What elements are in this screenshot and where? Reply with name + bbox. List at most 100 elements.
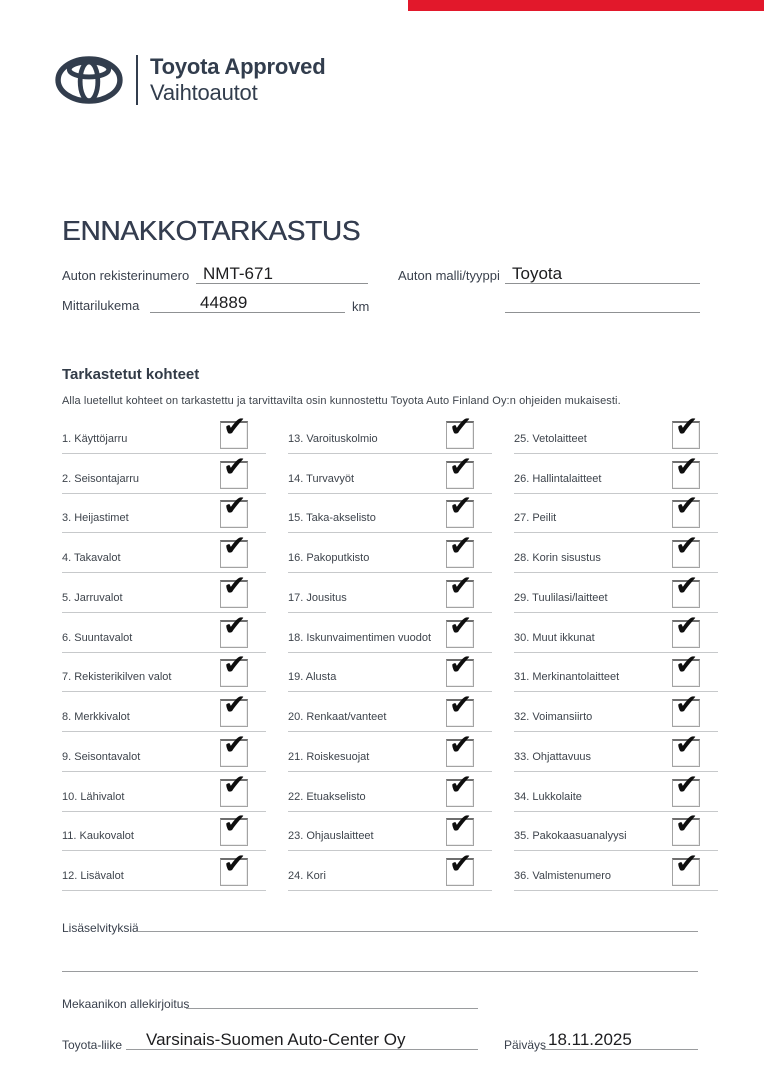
model-extra-field-line[interactable] [505, 312, 700, 313]
checkmark-icon: ✔ [675, 450, 699, 482]
top-accent-bar [408, 0, 764, 11]
check-item-checkbox[interactable]: ✔ [446, 691, 474, 727]
check-item-checkbox[interactable]: ✔ [220, 532, 248, 568]
checkmark-icon: ✔ [449, 530, 473, 561]
check-item-checkbox[interactable]: ✔ [672, 452, 700, 489]
check-item-checkbox[interactable]: ✔ [672, 412, 700, 449]
check-item-checkbox[interactable]: ✔ [220, 611, 248, 648]
check-item-label: 25. Vetolaitteet [514, 432, 587, 445]
model-value[interactable]: Toyota [512, 264, 563, 283]
checkmark-icon: ✔ [675, 689, 699, 720]
model-field-line[interactable] [505, 283, 700, 284]
check-item-checkbox[interactable]: ✔ [446, 850, 474, 886]
check-item-checkbox[interactable]: ✔ [220, 850, 248, 886]
checklist-item-row: 15. Taka-akselisto ✔ [288, 492, 492, 534]
check-item-label: 28. Korin sisustus [514, 552, 601, 564]
checkmark-icon: ✔ [675, 848, 699, 879]
check-item-label: 17. Jousitus [288, 591, 347, 604]
checklist-item-row: 16. Pakoputkisto ✔ [288, 532, 492, 573]
check-item-label: 14. Turvavyöt [288, 472, 355, 485]
odometer-field-line[interactable] [150, 312, 345, 313]
check-item-checkbox[interactable]: ✔ [672, 532, 700, 568]
checklist-item-row: 17. Jousitus ✔ [288, 571, 492, 613]
check-item-label: 26. Hallintalaitteet [514, 472, 602, 485]
checklist-item-row: 25. Vetolaitteet ✔ [514, 412, 718, 454]
checklist-item-row: 6. Suuntavalot ✔ [62, 611, 266, 653]
dealer-value[interactable]: Varsinais-Suomen Auto-Center Oy [146, 1030, 406, 1049]
check-item-checkbox[interactable]: ✔ [446, 452, 474, 489]
check-item-checkbox[interactable]: ✔ [220, 571, 248, 608]
checklist-item-row: 2. Seisontajarru ✔ [62, 452, 266, 494]
check-item-checkbox[interactable]: ✔ [446, 571, 474, 608]
check-item-checkbox[interactable]: ✔ [446, 412, 474, 449]
date-value[interactable]: 18.11.2025 [548, 1030, 632, 1049]
check-item-label: 13. Varoituskolmio [288, 432, 378, 445]
checklist-item-row: 27. Peilit ✔ [514, 492, 718, 534]
dealer-field-line[interactable] [126, 1049, 478, 1050]
check-item-checkbox[interactable]: ✔ [672, 770, 700, 807]
check-item-label: 3. Heijastimet [62, 512, 129, 525]
check-item-checkbox[interactable]: ✔ [220, 691, 248, 727]
check-item-checkbox[interactable]: ✔ [672, 611, 700, 648]
checkmark-icon: ✔ [223, 490, 247, 522]
check-item-checkbox[interactable]: ✔ [672, 492, 700, 529]
checklist-item-row: 33. Ohjattavuus ✔ [514, 730, 718, 772]
check-item-checkbox[interactable]: ✔ [220, 492, 248, 529]
check-item-checkbox[interactable]: ✔ [220, 412, 248, 449]
notes-line-1[interactable] [136, 931, 698, 932]
check-item-checkbox[interactable]: ✔ [446, 810, 474, 847]
check-item-checkbox[interactable]: ✔ [446, 492, 474, 529]
check-item-checkbox[interactable]: ✔ [220, 452, 248, 489]
checkmark-icon: ✔ [449, 728, 473, 760]
check-item-checkbox[interactable]: ✔ [672, 810, 700, 847]
checkmark-icon: ✔ [449, 450, 473, 482]
date-field-line[interactable] [542, 1049, 698, 1050]
check-item-checkbox[interactable]: ✔ [220, 730, 248, 767]
check-item-checkbox[interactable]: ✔ [446, 770, 474, 807]
registration-value[interactable]: NMT-671 [203, 264, 273, 283]
check-item-label: 30. Muut ikkunat [514, 631, 595, 644]
checklist-item-row: 29. Tuulilasi/laitteet ✔ [514, 571, 718, 613]
check-item-label: 27. Peilit [514, 512, 557, 525]
check-item-label: 21. Roiskesuojat [288, 750, 370, 763]
check-item-checkbox[interactable]: ✔ [672, 850, 700, 886]
registration-label: Auton rekisterinumero [62, 268, 190, 283]
checkmark-icon: ✔ [675, 609, 699, 641]
odometer-unit-label: km [352, 299, 370, 314]
check-item-label: 8. Merkkivalot [62, 711, 130, 723]
check-item-checkbox[interactable]: ✔ [446, 730, 474, 767]
check-item-checkbox[interactable]: ✔ [672, 571, 700, 608]
checkmark-icon: ✔ [223, 450, 247, 482]
check-item-checkbox[interactable]: ✔ [446, 611, 474, 648]
notes-line-2[interactable] [62, 971, 698, 972]
page-title: ENNAKKOTARKASTUS [62, 215, 361, 246]
check-item-checkbox[interactable]: ✔ [672, 691, 700, 727]
checkmark-icon: ✔ [223, 689, 247, 720]
check-item-checkbox[interactable]: ✔ [220, 651, 248, 688]
check-item-label: 7. Rekisterikilven valot [62, 671, 172, 684]
check-item-label: 16. Pakoputkisto [288, 552, 370, 564]
checklist-item-row: 3. Heijastimet ✔ [62, 492, 266, 534]
checkmark-icon: ✔ [675, 649, 699, 681]
checkmark-icon: ✔ [223, 410, 247, 442]
checkmark-icon: ✔ [449, 848, 473, 879]
check-item-checkbox[interactable]: ✔ [446, 532, 474, 568]
check-item-label: 33. Ohjattavuus [514, 750, 592, 763]
check-item-checkbox[interactable]: ✔ [220, 770, 248, 807]
check-item-checkbox[interactable]: ✔ [446, 651, 474, 688]
check-item-label: 10. Lähivalot [62, 790, 125, 803]
checklist-item-row: 8. Merkkivalot ✔ [62, 691, 266, 732]
checklist-item-row: 9. Seisontavalot ✔ [62, 730, 266, 772]
checkmark-icon: ✔ [223, 808, 247, 840]
check-item-checkbox[interactable]: ✔ [220, 810, 248, 847]
checklist-item-row: 34. Lukkolaite ✔ [514, 770, 718, 812]
check-item-label: 11. Kaukovalot [62, 830, 134, 843]
check-item-checkbox[interactable]: ✔ [672, 651, 700, 688]
model-label: Auton malli/tyyppi [398, 268, 500, 283]
notes-label: Lisäselvityksiä [62, 921, 139, 935]
checklist-item-row: 35. Pakokaasuanalyysi ✔ [514, 810, 718, 852]
mechanic-signature-line[interactable] [186, 1008, 478, 1009]
odometer-value[interactable]: 44889 [200, 293, 248, 312]
registration-field-line[interactable] [196, 283, 368, 284]
check-item-checkbox[interactable]: ✔ [672, 730, 700, 767]
